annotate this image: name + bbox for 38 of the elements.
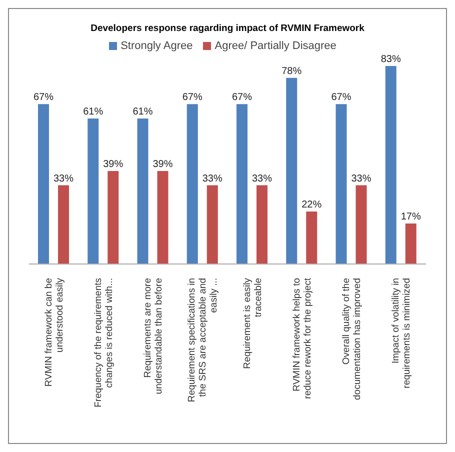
bar — [38, 104, 49, 264]
data-label: 67% — [331, 92, 352, 104]
chart-title: Developers response ragarding impact of RVMIN Framework — [90, 23, 366, 34]
data-label: 83% — [380, 54, 401, 65]
data-label: 33% — [252, 173, 272, 184]
x-tick-label: RVMIN framework can be understood easily — [43, 278, 66, 387]
bar — [137, 118, 148, 264]
data-label: 67% — [182, 92, 202, 104]
data-label: 61% — [83, 106, 104, 118]
bar — [405, 223, 416, 264]
data-label: 78% — [282, 66, 302, 77]
bar — [206, 185, 218, 264]
bar — [336, 104, 347, 264]
x-tick-label: Frequency of the requirements changes is reduced with... — [92, 278, 115, 408]
bar — [88, 118, 99, 264]
data-label: 22% — [302, 200, 322, 211]
data-label: 33% — [53, 173, 74, 184]
bar — [385, 66, 396, 264]
legend-label: Strongly Agree — [120, 40, 193, 52]
bar — [306, 212, 318, 264]
bar — [356, 185, 367, 264]
bar — [108, 170, 119, 264]
bar — [157, 170, 168, 264]
data-label: 39% — [103, 158, 124, 170]
bar — [286, 78, 298, 264]
data-label: 67% — [33, 92, 54, 104]
data-label: 67% — [232, 92, 252, 104]
data-label: 39% — [152, 158, 173, 170]
bar — [58, 185, 69, 264]
data-label: 33% — [351, 173, 372, 184]
data-label: 33% — [202, 173, 222, 184]
x-tick-label: Requirement specifications in the SRS are acceptable and easily ... — [186, 278, 220, 402]
data-label: 17% — [400, 211, 421, 222]
bar — [256, 185, 268, 264]
bar — [236, 104, 248, 264]
legend-label: Agree/ Partially Disagree — [214, 40, 336, 52]
bar — [186, 104, 198, 264]
data-label: 61% — [132, 106, 153, 118]
